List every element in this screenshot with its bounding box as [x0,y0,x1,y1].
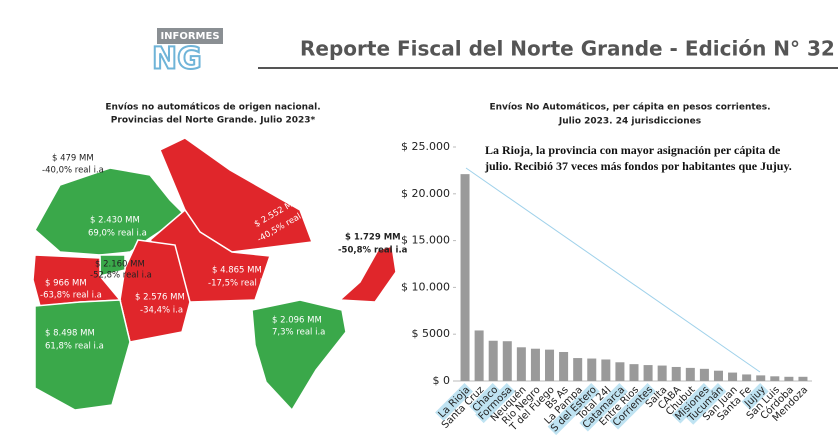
bar [474,330,484,381]
y-tick-label: $ 0 [433,374,451,387]
bar [742,374,752,381]
map-amount: $ 2.096 MM [272,316,322,326]
map-change: -17,5% real i.a [208,279,270,289]
bar [657,365,667,381]
y-tick-label: $ 20.000 [401,187,450,200]
arrow [465,167,761,373]
y-tick-label: $ 5000 [412,327,451,340]
chart-title: Julio 2023. 24 jurisdicciones [558,117,701,127]
title: Reporte Fiscal del Norte Grande - Edició… [300,37,835,61]
province [119,239,191,343]
map-amount: $ 2.430 MM [90,216,140,226]
y-tick-label: $ 15.000 [401,234,450,247]
logo-box [157,28,223,44]
province [34,167,187,256]
map-change: 61,8% real i.a [45,342,104,352]
bar [587,358,597,381]
map-change: -63,8% real i.a [40,291,102,301]
label-highlight [579,383,628,432]
map-change: 69,0% real i.a [88,229,147,239]
bar [728,372,738,381]
bar [545,349,555,381]
map-title: Envíos no automáticos de origen nacional… [105,103,320,113]
map-amount: $ 8.498 MM [45,329,95,339]
bar [488,340,498,381]
bar [559,351,569,381]
map-amount: $ 479 MM [52,154,94,164]
bar [629,364,639,381]
map-amount: $ 2.160 MM [95,260,145,270]
bar [699,368,709,381]
bar [460,174,470,381]
map-change: -40,0% real i.a [42,166,104,176]
chart-title: Envíos No Automáticos, per cápita en pes… [489,103,770,113]
logo-top: INFORMES [160,31,219,42]
y-tick-label: $ 25.000 [401,140,450,153]
map [32,137,397,412]
map-change: -34,4% i.a [140,306,183,316]
bar [756,375,766,381]
label-highlight [741,383,769,411]
bar [573,358,583,381]
bar [784,376,794,381]
annotation: julio. Recibió 37 veces más fondos por h… [484,159,792,173]
map-change: 7,3% real i.a [272,328,325,338]
bar [615,362,625,381]
bar [530,348,540,381]
map-amount: $ 966 MM [45,279,87,289]
bar [798,376,808,381]
label-highlight [435,383,473,421]
bar [713,370,723,381]
label-highlight [671,383,713,424]
bar [671,366,681,381]
province [251,299,347,412]
province [34,299,131,411]
y-tick-label: $ 10.000 [401,280,450,293]
label-highlight [475,383,516,424]
province [338,245,397,303]
label-highlight [547,383,600,436]
logo: NG [152,42,202,77]
map-change: -52,8% real i.a [90,271,152,281]
bar [516,347,526,381]
map-amount: $ 4.865 MM [212,266,262,276]
bar [770,376,780,381]
bar [601,359,611,381]
annotation: La Rioja, la provincia con mayor asignac… [485,143,781,157]
label-highlight [684,383,727,425]
map-amount: $ 1.729 MM [345,233,401,243]
bar [685,367,695,381]
bar [502,341,512,381]
map-change: -50,8% real i.a [338,246,408,256]
map-title: Provincias del Norte Grande. Julio 2023* [111,116,316,126]
label-highlight [469,383,502,415]
bar [643,365,653,381]
map-amount: $ 2.576 MM [135,293,185,303]
label-highlight [609,383,657,430]
